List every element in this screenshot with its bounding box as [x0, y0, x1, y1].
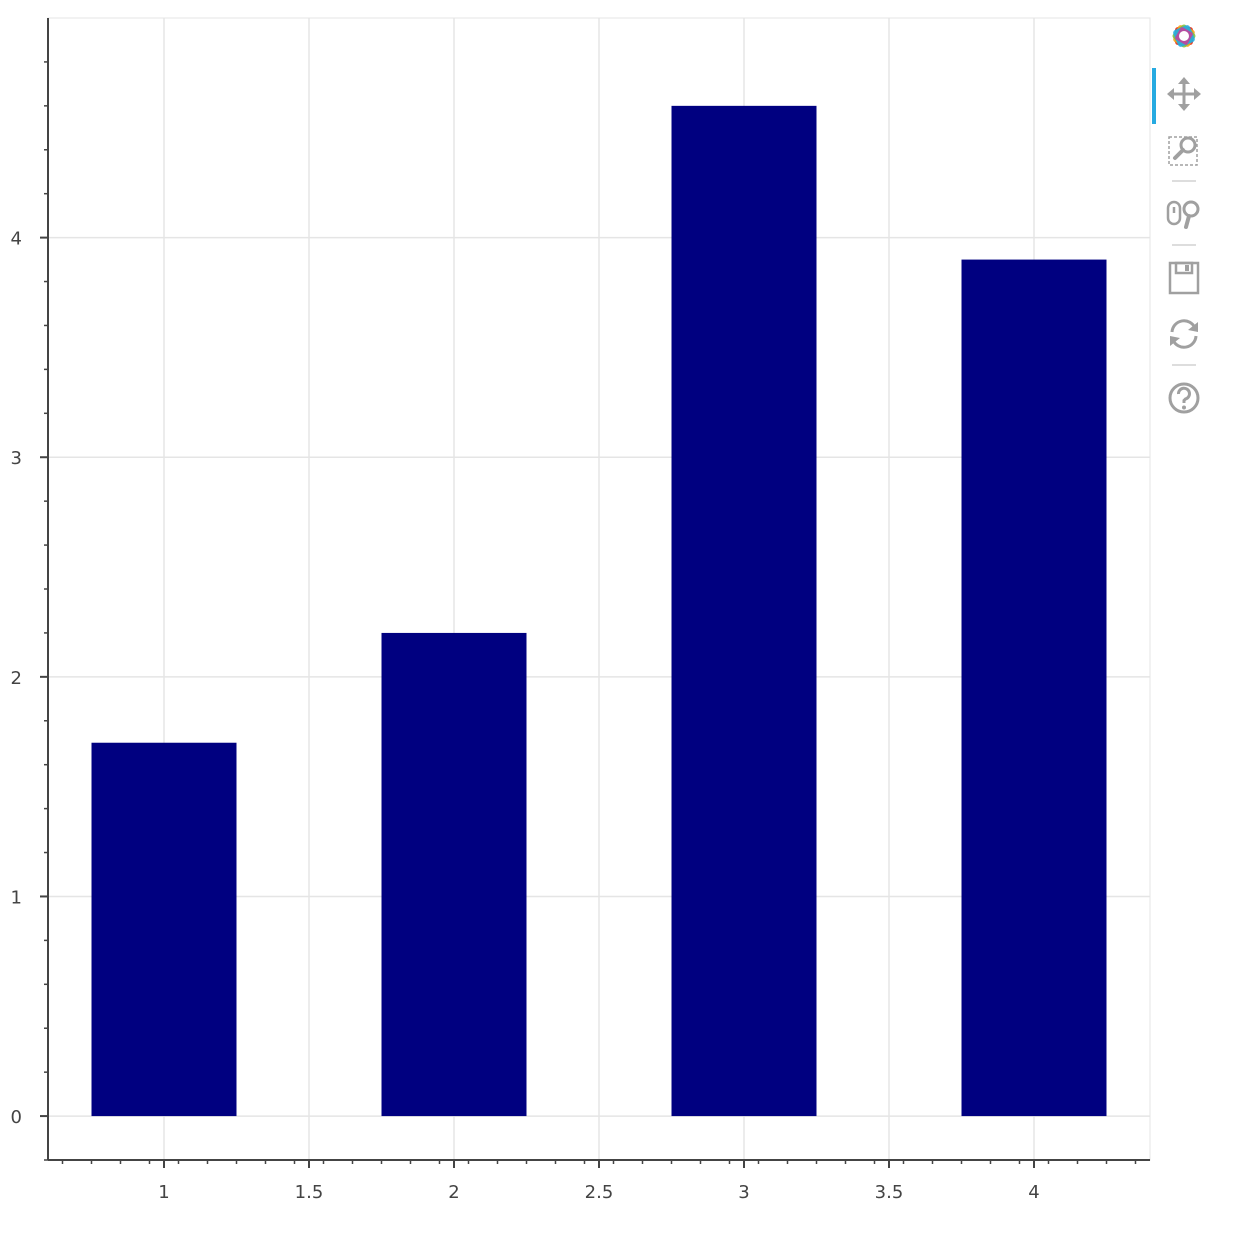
- x-tick-label: 1: [158, 1182, 169, 1203]
- x-tick-label: 2.5: [585, 1182, 614, 1203]
- bokeh-logo-button[interactable]: [1166, 18, 1202, 54]
- x-tick-label: 3.5: [875, 1182, 904, 1203]
- toolbar-separator: [1172, 244, 1196, 246]
- pan-tool-button[interactable]: [1166, 76, 1202, 112]
- box-zoom-icon: [1168, 136, 1198, 166]
- help-tool-button[interactable]: [1166, 380, 1202, 416]
- axes: 1 1.5 2 2.5 3 3.5 4 0 1 2 3 4: [11, 18, 1150, 1203]
- x-tick-label: 3: [738, 1182, 749, 1203]
- toolbar-separator: [1172, 180, 1196, 182]
- reset-tool-button[interactable]: [1166, 316, 1202, 352]
- y-tick-label: 2: [11, 668, 22, 689]
- y-tick-label: 0: [11, 1107, 22, 1128]
- pan-icon: [1167, 77, 1201, 111]
- bar: [671, 105, 817, 1117]
- wheel-zoom-icon: [1166, 200, 1200, 229]
- help-icon: [1168, 382, 1200, 414]
- toolbar-separator: [1172, 364, 1196, 366]
- save-icon: [1168, 261, 1200, 295]
- y-tick-label: 4: [11, 229, 22, 250]
- active-tool-indicator: [1152, 68, 1156, 124]
- bar: [381, 632, 527, 1117]
- bar: [91, 742, 237, 1117]
- bars: [91, 105, 1107, 1117]
- toolbar: [1152, 14, 1216, 434]
- x-tick-label: 4: [1028, 1182, 1039, 1203]
- y-tick-label: 3: [11, 448, 22, 469]
- x-tick-label: 2: [448, 1182, 459, 1203]
- bokeh-logo-icon: [1172, 24, 1196, 48]
- box-zoom-tool-button[interactable]: [1166, 132, 1202, 168]
- x-tick-label: 1.5: [295, 1182, 324, 1203]
- save-tool-button[interactable]: [1166, 260, 1202, 296]
- reset-icon: [1170, 319, 1198, 349]
- y-tick-label: 1: [11, 887, 22, 908]
- wheel-zoom-tool-button[interactable]: [1166, 196, 1202, 232]
- bar: [961, 259, 1107, 1117]
